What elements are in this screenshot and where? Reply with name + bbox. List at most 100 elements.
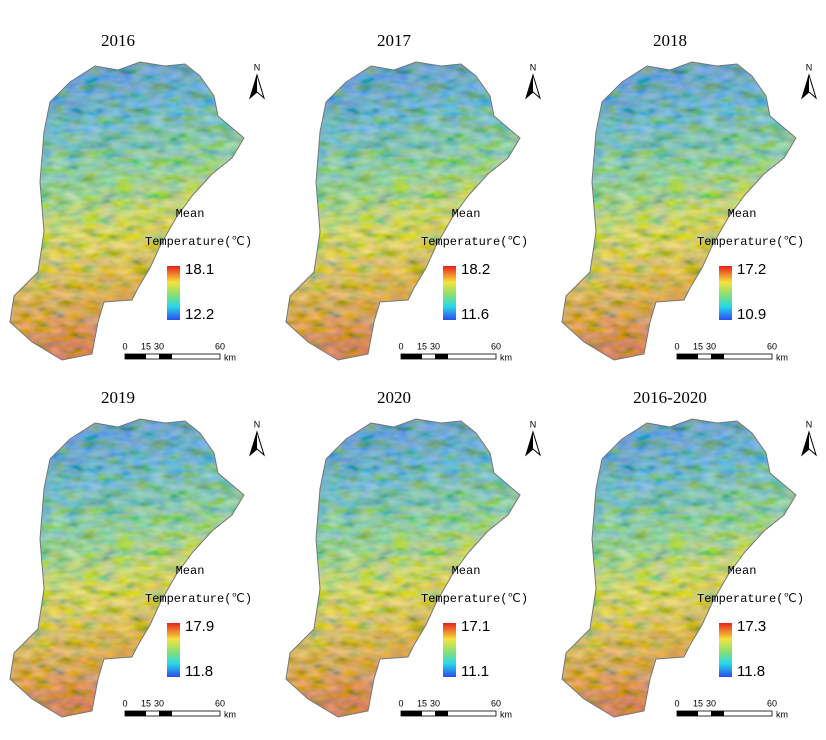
panel-title: 2020 xyxy=(377,388,411,407)
north-arrow-half xyxy=(526,75,533,98)
panel-title: 2017 xyxy=(377,31,412,50)
legend-max: 17.2 xyxy=(737,261,766,278)
scale-unit: km xyxy=(224,352,236,362)
legend-title: Temperature(℃) xyxy=(697,235,804,249)
north-label: N xyxy=(530,419,537,429)
scale-seg xyxy=(711,354,724,359)
legend-min: 11.8 xyxy=(185,663,213,680)
panel-title: 2016 xyxy=(101,31,135,50)
scale-seg xyxy=(401,711,422,716)
legend-title: Temperature(℃) xyxy=(145,235,252,249)
north-label: N xyxy=(254,62,261,72)
color-bar xyxy=(719,266,732,320)
legend-title: Mean xyxy=(452,564,481,578)
scale-label: 60 xyxy=(215,341,225,351)
north-label: N xyxy=(530,62,537,72)
scale-label: 60 xyxy=(767,341,777,351)
scale-label: 60 xyxy=(491,698,501,708)
legend-title: Mean xyxy=(452,207,481,221)
north-arrow-half xyxy=(250,432,257,455)
scale-label: 30 xyxy=(154,341,164,351)
scale-label: 30 xyxy=(430,698,440,708)
panel-title: 2016-2020 xyxy=(633,388,707,407)
scale-seg xyxy=(159,354,172,359)
panel-title: 2019 xyxy=(101,388,135,407)
map xyxy=(286,419,520,717)
legend-max: 18.2 xyxy=(461,261,490,278)
scale-label: 0 xyxy=(122,341,127,351)
scale-label: 0 xyxy=(398,698,403,708)
color-bar xyxy=(443,266,456,320)
map xyxy=(10,419,244,717)
legend-max: 17.3 xyxy=(737,618,766,635)
legend-min: 12.2 xyxy=(185,306,214,323)
north-arrow-half xyxy=(802,75,809,98)
scale-unit: km xyxy=(776,709,788,719)
map-outline xyxy=(561,418,797,718)
map-texture xyxy=(562,62,796,360)
map xyxy=(562,419,796,717)
scale-label: 15 xyxy=(417,698,427,708)
scale-label: 15 xyxy=(417,341,427,351)
scale-label: 30 xyxy=(430,341,440,351)
scale-unit: km xyxy=(776,352,788,362)
color-bar xyxy=(443,623,456,677)
color-bar xyxy=(719,623,732,677)
legend-title: Temperature(℃) xyxy=(421,235,528,249)
scale-seg xyxy=(159,711,172,716)
map xyxy=(10,62,244,360)
scale-seg xyxy=(677,711,698,716)
north-label: N xyxy=(254,419,261,429)
scale-seg xyxy=(435,354,448,359)
panel-title: 2018 xyxy=(653,31,687,50)
scale-label: 30 xyxy=(706,698,716,708)
scale-label: 15 xyxy=(141,341,151,351)
map-outline xyxy=(285,418,521,718)
map-outline xyxy=(9,418,245,718)
scale-label: 0 xyxy=(674,698,679,708)
scale-unit: km xyxy=(224,709,236,719)
legend-min: 11.8 xyxy=(737,663,765,680)
scale-seg xyxy=(125,711,146,716)
north-arrow-half xyxy=(250,75,257,98)
map-outline xyxy=(285,61,521,361)
map-texture xyxy=(10,419,244,717)
legend-title: Mean xyxy=(176,207,205,221)
legend-title: Mean xyxy=(728,207,757,221)
map-texture xyxy=(562,419,796,717)
color-bar xyxy=(167,623,180,677)
legend-title: Mean xyxy=(728,564,757,578)
scale-label: 15 xyxy=(693,341,703,351)
legend-title: Mean xyxy=(176,564,205,578)
scale-label: 15 xyxy=(693,698,703,708)
map xyxy=(286,62,520,360)
scale-label: 60 xyxy=(767,698,777,708)
scale-label: 60 xyxy=(215,698,225,708)
scale-unit: km xyxy=(500,352,512,362)
scale-label: 60 xyxy=(491,341,501,351)
scale-seg xyxy=(435,711,448,716)
legend-title: Temperature(℃) xyxy=(697,592,804,606)
scale-seg xyxy=(677,354,698,359)
color-bar xyxy=(167,266,180,320)
map-outline xyxy=(561,61,797,361)
map xyxy=(562,62,796,360)
map-texture xyxy=(10,62,244,360)
scale-label: 0 xyxy=(674,341,679,351)
legend-max: 18.1 xyxy=(185,261,214,278)
scale-label: 0 xyxy=(398,341,403,351)
scale-label: 0 xyxy=(122,698,127,708)
scale-label: 30 xyxy=(154,698,164,708)
legend-max: 17.9 xyxy=(185,618,214,635)
map-texture xyxy=(286,62,520,360)
map-texture xyxy=(286,419,520,717)
north-label: N xyxy=(806,62,813,72)
scale-label: 30 xyxy=(706,341,716,351)
scale-seg xyxy=(125,354,146,359)
legend-min: 11.6 xyxy=(461,306,489,323)
